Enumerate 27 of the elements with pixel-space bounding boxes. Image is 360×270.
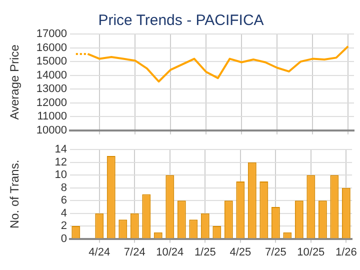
y-tick-label: 8	[60, 182, 67, 194]
y-tick-label: 13000	[36, 83, 67, 96]
y-tick-label: 4	[60, 207, 67, 220]
y-tick-label: 0	[60, 232, 67, 245]
y-tick-label: 14	[54, 144, 67, 156]
x-tick-label: 1/25	[194, 246, 216, 258]
x-tick-label: 4/25	[230, 246, 252, 258]
y-tick-label: 6	[60, 194, 67, 207]
y-axis-title: No. of Trans.	[8, 160, 22, 229]
y-tick-label: 11000	[37, 110, 67, 123]
y-tick-label: 15000	[36, 56, 67, 68]
x-tick-label: 10/25	[297, 246, 325, 258]
y-tick-label: 16000	[36, 42, 67, 54]
y-tick-label: 14000	[36, 69, 67, 82]
x-tick-label: 4/24	[88, 246, 110, 258]
y-tick-label: 10	[54, 169, 67, 182]
y-tick-label: 12000	[36, 96, 67, 109]
x-tick-label: 1/26	[335, 246, 357, 258]
x-tick-label: 7/25	[264, 246, 286, 258]
chart-title: Price Trends - PACIFICA	[98, 12, 264, 30]
y-axis-title: Average Price	[8, 44, 22, 120]
y-tick-label: 2	[60, 220, 67, 232]
y-tick-label: 17000	[36, 28, 67, 40]
x-tick-label: 10/24	[156, 246, 184, 258]
y-tick-label: 12	[54, 156, 67, 168]
y-tick-label: 10000	[36, 124, 67, 136]
x-tick-label: 7/24	[124, 246, 146, 258]
